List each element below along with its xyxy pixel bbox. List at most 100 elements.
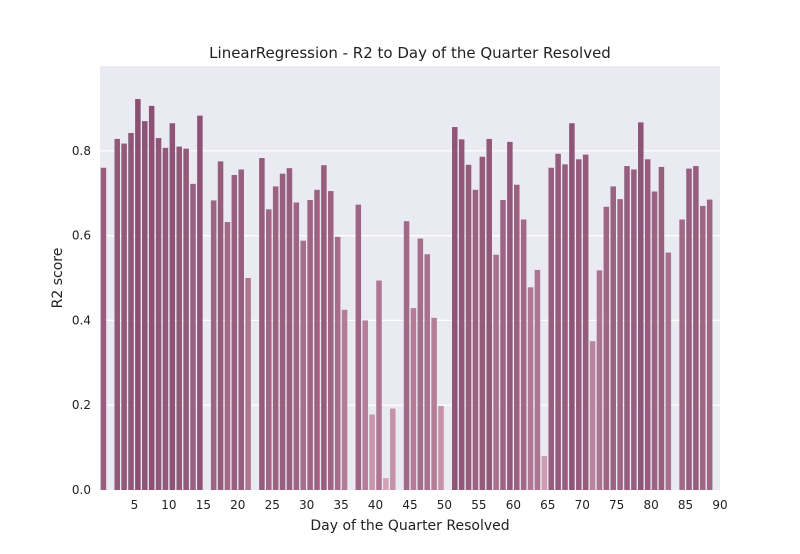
x-axis-ticks: 5 10 15 20 25 30 35 40 45 50 55 60 65 70 75 80 85 90 bbox=[131, 498, 728, 512]
plot-area bbox=[100, 66, 720, 490]
y-axis-label: R2 score bbox=[50, 248, 66, 309]
bar-day-60 bbox=[514, 184, 520, 490]
bar-day-80 bbox=[651, 191, 658, 490]
bar-day-86 bbox=[693, 166, 699, 490]
bar-day-23 bbox=[259, 158, 265, 490]
bar-day-5 bbox=[135, 99, 141, 491]
bar-day-87 bbox=[700, 205, 706, 491]
bar-day-39 bbox=[369, 414, 375, 490]
bar-day-55 bbox=[479, 156, 486, 490]
bar-day-8 bbox=[155, 138, 162, 490]
y-tick-label: 0.2 bbox=[72, 398, 91, 412]
bar-day-74 bbox=[610, 186, 616, 490]
chart-title: LinearRegression - R2 to Day of the Quar… bbox=[209, 44, 611, 62]
bar-day-20 bbox=[238, 169, 244, 490]
bar-day-37 bbox=[355, 204, 362, 490]
y-tick-label: 0.0 bbox=[72, 483, 91, 497]
y-axis-ticks: 0.0 0.2 0.4 0.6 0.8 bbox=[72, 144, 91, 497]
bar-day-32 bbox=[321, 165, 327, 490]
bar-day-16 bbox=[210, 200, 217, 490]
bar-day-54 bbox=[472, 189, 479, 491]
bar-day-56 bbox=[486, 138, 492, 491]
bar-day-73 bbox=[603, 206, 610, 490]
bar-day-53 bbox=[465, 164, 472, 491]
bar-day-24 bbox=[266, 209, 272, 490]
bar-day-10 bbox=[169, 123, 176, 491]
x-tick-label: 80 bbox=[643, 498, 658, 512]
x-tick-label: 85 bbox=[678, 498, 693, 512]
bar-day-28 bbox=[293, 202, 300, 490]
bar-day-64 bbox=[541, 456, 548, 490]
bar-day-67 bbox=[562, 164, 568, 491]
bar-day-81 bbox=[658, 166, 665, 491]
bar-day-19 bbox=[231, 174, 238, 490]
x-tick-label: 70 bbox=[575, 498, 590, 512]
bar-day-66 bbox=[555, 153, 561, 490]
bar-day-72 bbox=[596, 270, 603, 490]
bar-day-62 bbox=[527, 287, 534, 490]
x-tick-label: 35 bbox=[333, 498, 348, 512]
bar-day-0 bbox=[100, 167, 107, 490]
bar-day-7 bbox=[148, 105, 155, 490]
bar-day-9 bbox=[162, 147, 169, 490]
bar-day-59 bbox=[507, 141, 513, 490]
x-tick-label: 75 bbox=[609, 498, 624, 512]
bar-day-85 bbox=[686, 168, 692, 490]
bar-day-30 bbox=[307, 199, 313, 490]
x-tick-label: 5 bbox=[131, 498, 139, 512]
bar-day-2 bbox=[114, 138, 120, 491]
x-tick-label: 40 bbox=[368, 498, 383, 512]
x-tick-label: 25 bbox=[265, 498, 280, 512]
bar-day-21 bbox=[245, 278, 251, 490]
x-tick-label: 65 bbox=[540, 498, 555, 512]
bar-day-68 bbox=[569, 123, 575, 491]
bar-day-11 bbox=[176, 146, 182, 490]
bar-day-65 bbox=[548, 167, 554, 490]
bar-day-49 bbox=[438, 406, 444, 490]
bar-day-33 bbox=[328, 191, 334, 490]
y-tick-label: 0.4 bbox=[72, 313, 91, 327]
y-tick-label: 0.6 bbox=[72, 229, 91, 243]
bar-day-48 bbox=[431, 317, 437, 490]
bar-day-57 bbox=[493, 254, 499, 490]
bar-day-61 bbox=[520, 219, 527, 490]
bar-day-44 bbox=[403, 221, 410, 490]
bar-day-18 bbox=[224, 222, 231, 491]
bar-day-29 bbox=[300, 240, 306, 490]
bar-day-38 bbox=[362, 320, 368, 490]
bar-day-88 bbox=[706, 199, 713, 490]
bar-day-13 bbox=[190, 183, 196, 490]
bar-day-70 bbox=[582, 154, 589, 490]
bar-day-3 bbox=[121, 143, 127, 491]
bar-day-4 bbox=[128, 132, 134, 490]
x-tick-label: 55 bbox=[471, 498, 486, 512]
bar-day-63 bbox=[534, 269, 541, 490]
bar-day-52 bbox=[458, 139, 465, 491]
bar-day-75 bbox=[617, 199, 623, 491]
bar-day-46 bbox=[417, 238, 424, 490]
x-tick-label: 20 bbox=[230, 498, 245, 512]
bar-day-58 bbox=[500, 199, 506, 490]
bar-day-45 bbox=[410, 308, 417, 490]
bar-day-26 bbox=[279, 173, 286, 491]
bar-day-47 bbox=[424, 254, 430, 490]
bar-day-82 bbox=[665, 252, 672, 490]
bar-day-69 bbox=[576, 159, 582, 490]
bar-day-35 bbox=[341, 309, 348, 490]
x-tick-label: 10 bbox=[161, 498, 176, 512]
bar-day-17 bbox=[217, 161, 224, 490]
bar-day-78 bbox=[638, 122, 644, 490]
bar-day-76 bbox=[624, 166, 630, 490]
x-tick-label: 45 bbox=[402, 498, 417, 512]
bar-day-6 bbox=[142, 121, 148, 491]
bar-day-12 bbox=[183, 148, 189, 490]
bar-day-71 bbox=[589, 341, 596, 490]
x-tick-label: 60 bbox=[506, 498, 521, 512]
bars bbox=[100, 99, 713, 491]
bar-day-31 bbox=[314, 189, 320, 491]
y-tick-label: 0.8 bbox=[72, 144, 91, 158]
bar-day-25 bbox=[272, 186, 279, 490]
x-tick-label: 90 bbox=[712, 498, 727, 512]
